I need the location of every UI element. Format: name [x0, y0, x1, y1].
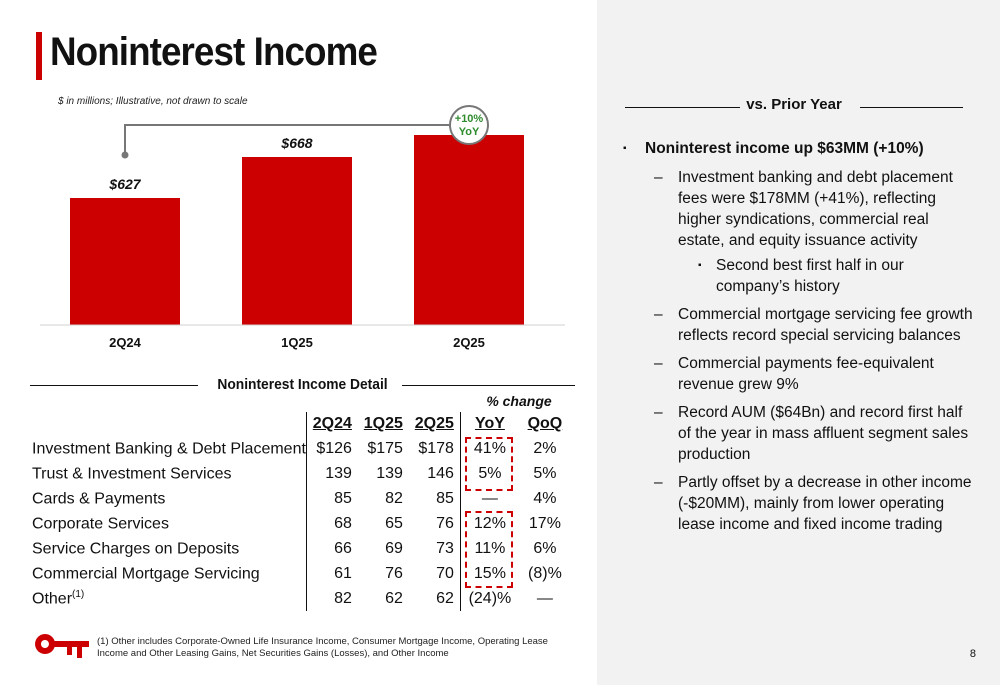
row-label: Trust & Investment Services [32, 465, 232, 483]
list-item: Commercial payments fee-equivalent reven… [645, 353, 973, 395]
list-item: Investment banking and debt placement fe… [645, 167, 973, 297]
yoy-circle [449, 105, 489, 145]
table-row: Other(1) 82 62 62 (24)% — [28, 586, 571, 611]
table-cell: 5% [459, 461, 519, 486]
table-cell: 12% [459, 511, 519, 536]
table-cell: 69 [385, 539, 403, 557]
bar-value-label: $668 [280, 135, 312, 151]
vs-rule-left [625, 107, 740, 108]
page-number: 8 [969, 648, 976, 660]
list-item: Second best first half in our company’s … [678, 255, 973, 297]
table-cell: 146 [427, 464, 454, 482]
highlight-box-yoy-top [465, 437, 513, 491]
table-cell: 70 [436, 564, 454, 582]
category-label: 2Q25 [453, 335, 485, 350]
table-cell: 139 [305, 461, 358, 486]
highlight-box-yoy-mid [465, 511, 513, 588]
table-cell: 85 [305, 486, 358, 511]
heading-rule-right [402, 385, 575, 386]
table-row: Trust & Investment Services 139 139 146 5% 5% [28, 461, 571, 486]
detail-heading-label: Noninterest Income Detail [217, 376, 388, 393]
table-header-row: 2Q24 1Q25 2Q25 YoY QoQ [28, 412, 571, 436]
table-cell: — [536, 589, 553, 607]
table-cell: 2% [533, 439, 557, 457]
yoy-annotation: YoY [459, 126, 480, 138]
table-cell: 76 [385, 564, 403, 582]
table-cell: 62 [436, 589, 454, 607]
table-cell: $126 [305, 436, 358, 461]
bar [70, 198, 180, 325]
table-row: Corporate Services 68 65 76 12% 17% [28, 511, 571, 536]
table-cell: 65 [385, 514, 403, 532]
pct-change-label: % change [486, 393, 552, 409]
row-label: Commercial Mortgage Servicing [32, 565, 260, 583]
table-cell: 4% [533, 489, 557, 507]
bullet-sub: Investment banking and debt placement fe… [678, 169, 953, 249]
table-cell: 85 [436, 489, 454, 507]
bullet-main: Noninterest income up $63MM (+10%) [645, 140, 924, 157]
table-cell: 66 [305, 536, 358, 561]
table-cell: 62 [385, 589, 403, 607]
detail-table: 2Q24 1Q25 2Q25 YoY QoQ Investment Bankin… [28, 412, 571, 611]
bar [414, 135, 524, 325]
vs-heading-label: vs. Prior Year [746, 96, 842, 113]
table-cell: 5% [533, 464, 557, 482]
table-row: Service Charges on Deposits 66 69 73 11% 6% [28, 536, 571, 561]
col-header: QoQ [527, 415, 563, 432]
page-title: Noninterest Income [50, 30, 378, 74]
footnote: (1) Other includes Corporate-Owned Life … [97, 636, 548, 659]
list-item: Noninterest income up $63MM (+10%) Inves… [623, 138, 973, 535]
row-label: Investment Banking & Debt Placement [32, 440, 306, 458]
category-label: 1Q25 [281, 335, 313, 350]
table-cell: 41% [459, 436, 519, 461]
category-label: 2Q24 [109, 335, 142, 350]
yoy-annotation: +10% [455, 113, 484, 125]
row-label: Corporate Services [32, 515, 169, 533]
table-cell: 61 [305, 561, 358, 586]
row-label: Other(1) [32, 588, 85, 608]
table-cell: 73 [436, 539, 454, 557]
vs-heading: vs. Prior Year [625, 96, 963, 116]
connector-dot [121, 151, 129, 159]
table-cell: 82 [305, 586, 358, 611]
table-cell: (24)% [459, 586, 519, 611]
table-cell: 11% [459, 536, 519, 561]
row-label: Cards & Payments [32, 490, 166, 508]
title-accent-bar [36, 32, 42, 80]
col-header: 2Q25 [414, 415, 454, 432]
table-cell: $178 [418, 439, 454, 457]
table-header-blank [28, 412, 306, 436]
table-row: Investment Banking & Debt Placement $126 $… [28, 436, 571, 461]
list-item: Partly offset by a decrease in other inc… [645, 472, 973, 535]
col-header: 2Q24 [305, 412, 358, 436]
table-row: Commercial Mortgage Servicing 61 76 70 15% (8… [28, 561, 571, 586]
list-item: Commercial mortgage servicing fee growth… [645, 304, 973, 346]
col-header: YoY [459, 412, 519, 436]
key-logo-icon [35, 634, 89, 658]
bar [242, 157, 352, 325]
list-item: Record AUM ($64Bn) and record first half… [645, 402, 973, 465]
col-header: 1Q25 [363, 415, 403, 432]
detail-heading: Noninterest Income Detail [30, 376, 575, 396]
table-cell: (8)% [528, 564, 562, 582]
chart-subtitle: $ in millions; Illustrative, not drawn t… [58, 96, 248, 107]
heading-rule-left [30, 385, 198, 386]
table-cell: 82 [385, 489, 403, 507]
commentary-list: Noninterest income up $63MM (+10%) Inves… [623, 138, 973, 542]
table-cell: 76 [436, 514, 454, 532]
table-cell: 6% [533, 539, 557, 557]
table-cell: $175 [367, 439, 403, 457]
table-cell: 17% [528, 514, 561, 532]
table-cell: 68 [305, 511, 358, 536]
yoy-connector [124, 124, 450, 152]
row-label: Service Charges on Deposits [32, 540, 240, 558]
bar-value-label: $627 [108, 176, 141, 192]
vs-rule-right [860, 107, 963, 108]
table-cell: 139 [376, 464, 403, 482]
table-cell: 15% [459, 561, 519, 586]
